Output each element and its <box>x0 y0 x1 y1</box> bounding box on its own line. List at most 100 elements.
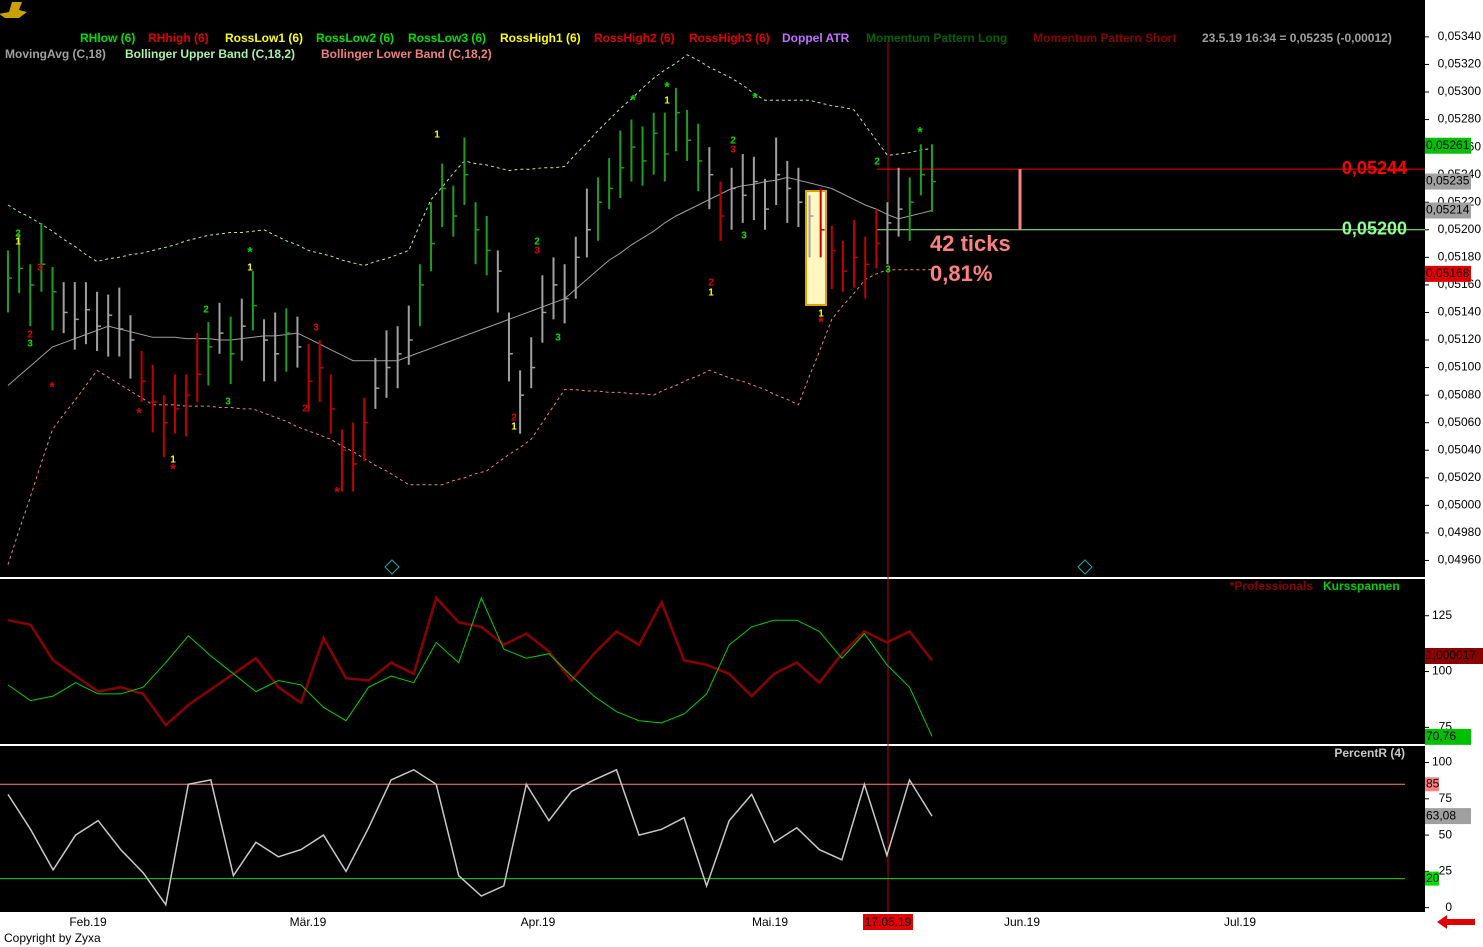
price-level-label: 0,05200 <box>1342 219 1407 239</box>
signal-marker: 3 <box>885 265 891 276</box>
signal-marker: 2 <box>27 330 33 341</box>
x-tick-label: Jul.19 <box>1224 915 1256 929</box>
y-tick-label: 0,05320 <box>1438 57 1482 71</box>
signal-marker: 3 <box>741 231 747 242</box>
end-label: 0,05168 <box>1426 266 1470 280</box>
y-tick-label: 0,05020 <box>1438 470 1482 484</box>
y-tick-label: 0,05100 <box>1438 360 1482 374</box>
legend-item: MovingAvg (C,18) <box>5 47 106 61</box>
signal-marker: 2 <box>302 404 308 415</box>
end-label-box <box>1425 202 1471 219</box>
signal-marker: 1 <box>434 130 440 141</box>
legend-item: RHhigh (6) <box>148 31 209 45</box>
series-line <box>7 596 933 737</box>
x-tick-label: Apr.19 <box>521 915 556 929</box>
y-tick-label: 75 <box>1439 791 1453 805</box>
footer: Copyright by Zyxa <box>4 931 101 945</box>
legend-item: Momentum Pattern Short <box>1033 31 1176 45</box>
indicator-line <box>7 176 933 386</box>
signal-marker: 1 <box>15 237 21 248</box>
y-tick-label: 0,05140 <box>1438 305 1482 319</box>
signal-marker: 2 <box>203 305 209 316</box>
y-tick-label: 0 <box>1445 900 1452 914</box>
icon[interactable] <box>1077 559 1093 575</box>
legend-item: Momentum Pattern Long <box>866 31 1007 45</box>
signal-marker: 3 <box>37 263 43 274</box>
level-label: 20 <box>1426 871 1440 885</box>
end-label-box <box>1425 137 1471 154</box>
logo <box>0 2 27 18</box>
series-line <box>7 768 933 907</box>
y-tick-label: 25 <box>1439 864 1453 878</box>
series-line <box>7 595 933 727</box>
x-tick-label: Mai.19 <box>752 915 788 929</box>
end-label: 70,76 <box>1426 729 1456 743</box>
legend-item: RossHigh2 (6) <box>594 31 675 45</box>
signal-marker: * <box>917 124 923 140</box>
signal-marker: 2 <box>534 237 540 248</box>
signal-marker: 3 <box>313 323 319 334</box>
legend-item: Bollinger Lower Band (C,18,2) <box>321 47 492 61</box>
x-tick-label: Jun.19 <box>1004 915 1040 929</box>
signal-marker: 3 <box>27 339 33 350</box>
x-tick-label: Feb.19 <box>69 915 107 929</box>
signal-marker: 3 <box>555 333 561 344</box>
signal-marker: 1 <box>708 288 714 299</box>
level-label: 85 <box>1426 776 1440 790</box>
scroll-arrow[interactable] <box>1437 915 1475 929</box>
end-label-box <box>1425 648 1483 664</box>
legend-item: RossLow2 (6) <box>316 31 394 45</box>
legend-item: RossLow1 (6) <box>225 31 303 45</box>
end-label: 1,000017 <box>1426 648 1476 662</box>
y-tick-label: 0,05120 <box>1438 332 1482 346</box>
signal-marker: 1 <box>818 309 824 320</box>
y-tick-label: 0,05280 <box>1438 112 1482 126</box>
legend-item: PercentR (4) <box>1334 746 1405 760</box>
title: G6M-067: Mexican Peso (Elec) Cadj Liq @ … <box>585 3 894 15</box>
cursor-box <box>863 914 913 930</box>
status: 23.5.19 16:34 = 0,05235 (-0,00012) <box>1202 31 1392 45</box>
indicator-line <box>7 269 932 565</box>
end-label: 0,05235 <box>1426 174 1470 188</box>
signal-marker: 3 <box>534 246 540 257</box>
annotation: 42 ticks <box>930 231 1011 256</box>
signal-marker: * <box>334 484 340 500</box>
y-tick-label: 0,05040 <box>1438 442 1482 456</box>
y-tick-label: 0,05080 <box>1438 387 1482 401</box>
legend-item: RHlow (6) <box>80 31 135 45</box>
signal-marker: 2 <box>708 278 714 289</box>
signal-marker: * <box>664 79 670 95</box>
signal-marker: 3 <box>225 397 231 408</box>
end-label-box <box>1425 173 1471 190</box>
signal-marker: * <box>818 314 824 330</box>
y-tick-label: 0,04960 <box>1438 553 1482 567</box>
legend-item: *Professionals <box>1230 579 1314 593</box>
signal-marker: * <box>247 244 253 260</box>
legend-item: RossHigh3 (6) <box>689 31 770 45</box>
signal-marker: 2 <box>730 136 736 147</box>
signal-marker: * <box>752 90 758 106</box>
y-tick-label: 0,04980 <box>1438 525 1482 539</box>
legend-item: RossHigh1 (6) <box>500 31 581 45</box>
end-label-box <box>1425 265 1471 282</box>
signal-marker: * <box>170 461 176 477</box>
icon[interactable] <box>384 559 400 575</box>
y-tick-label: 0,05180 <box>1438 250 1482 264</box>
price-level-label: 0,05244 <box>1342 158 1407 178</box>
y-tick-label: 0,05060 <box>1438 415 1482 429</box>
signal-marker: 3 <box>730 145 736 156</box>
level-box <box>1425 871 1439 886</box>
legend-item: RossLow3 (6) <box>408 31 486 45</box>
y-tick-label: 100 <box>1432 664 1452 678</box>
y-tick-label: 100 <box>1432 755 1452 769</box>
cursor-label: 17.05.19 <box>865 915 912 929</box>
signal-marker: 2 <box>15 229 21 240</box>
signal-marker: 1 <box>170 455 176 466</box>
end-label: 0,05261 <box>1426 138 1470 152</box>
y-tick-label: 50 <box>1439 827 1453 841</box>
signal-marker: 2 <box>874 157 880 168</box>
signal-marker: 1 <box>247 263 253 274</box>
signal-marker: 2 <box>511 413 517 424</box>
end-label-box <box>1425 808 1471 825</box>
